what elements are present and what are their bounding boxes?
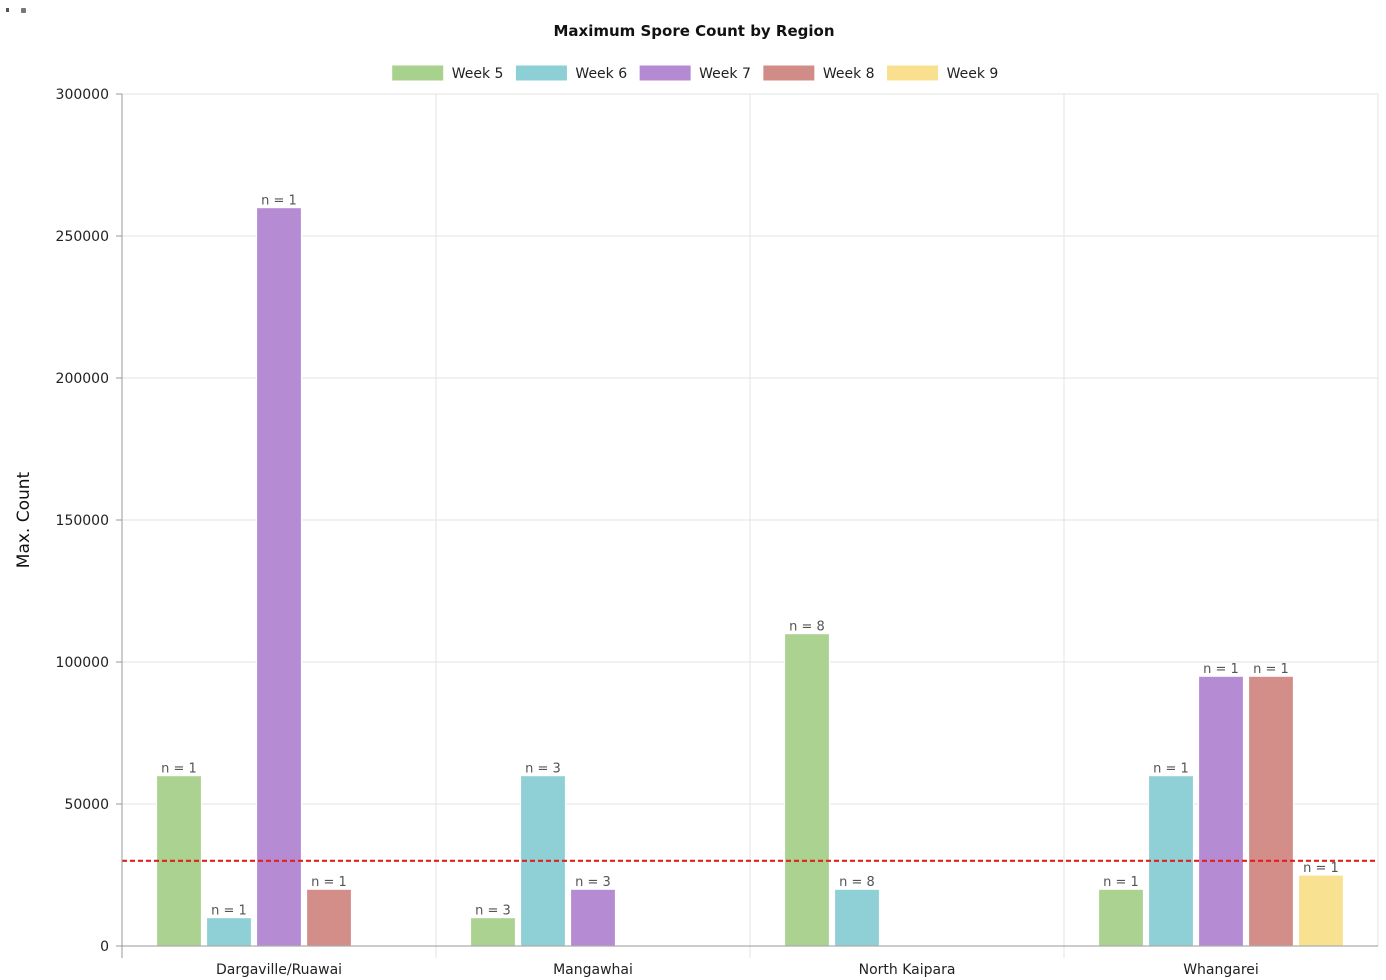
y-tick-label: 250000 [56,229,109,245]
chart-title: Maximum Spore Count by Region [553,22,834,40]
legend-label: Week 6 [575,66,627,82]
bar[interactable] [1247,675,1295,947]
legend-label: Week 7 [699,66,751,82]
legend-label: Week 8 [823,66,875,82]
y-tick-label: 300000 [56,87,109,103]
bar[interactable] [783,632,831,947]
y-tick-label: 50000 [64,797,109,813]
bar[interactable] [1197,675,1245,947]
bar-data-label: n = 1 [261,194,297,209]
x-tick-label: Dargaville/Ruawai [216,962,342,978]
legend-item[interactable]: Week 6 [514,64,627,82]
bar[interactable] [469,916,517,947]
bar[interactable] [305,888,353,947]
bar-data-label: n = 8 [789,620,825,635]
bar-data-label: n = 1 [311,875,347,890]
legend-swatch [762,64,816,82]
legend-swatch [514,64,568,82]
toolbar-camera-icon [21,8,26,13]
bar-data-label: n = 1 [1153,762,1189,777]
legend-item[interactable]: Week 7 [638,64,751,82]
bar[interactable] [1097,888,1145,947]
legend-swatch [638,64,692,82]
legend-item[interactable]: Week 8 [762,64,875,82]
bar-data-label: n = 1 [1253,662,1289,677]
grid [122,93,1379,958]
bar-data-label: n = 1 [1203,662,1239,677]
bar-data-label: n = 3 [525,762,561,777]
legend: Week 5 Week 6 Week 7 Week 8 Week 9 [391,64,999,82]
legend-swatch [886,64,940,82]
y-axis-title: Max. Count [14,471,34,568]
x-tick-label: Whangarei [1183,962,1259,978]
toolbar-dot-icon [6,8,9,12]
bar-data-label: n = 1 [211,904,247,919]
bar-data-label: n = 1 [161,762,197,777]
legend-item[interactable]: Week 9 [886,64,999,82]
x-tick-label: North Kaipara [859,962,956,978]
y-tick-label: 200000 [56,371,109,387]
legend-item[interactable]: Week 5 [391,64,504,82]
y-tick-label: 150000 [56,513,109,529]
bar[interactable] [1297,874,1345,947]
axes: 0 50000 100000 150000 200000 250000 300000 Darg… [56,87,1378,978]
legend-label: Week 5 [452,66,504,82]
bar[interactable] [833,888,881,947]
x-tick-label: Mangawhai [553,962,633,978]
bar[interactable] [255,207,303,947]
bar-data-label: n = 3 [575,875,611,890]
legend-label: Week 9 [947,66,999,82]
bar[interactable] [205,916,253,947]
y-tick-label: 100000 [56,655,109,671]
bar-data-label: n = 3 [475,904,511,919]
bar-data-label: n = 1 [1303,861,1339,876]
y-tick-label: 0 [100,939,109,955]
bar-data-label: n = 1 [1103,875,1139,890]
legend-swatch [391,64,445,82]
bar-data-label: n = 8 [839,875,875,890]
bar[interactable] [569,888,617,947]
